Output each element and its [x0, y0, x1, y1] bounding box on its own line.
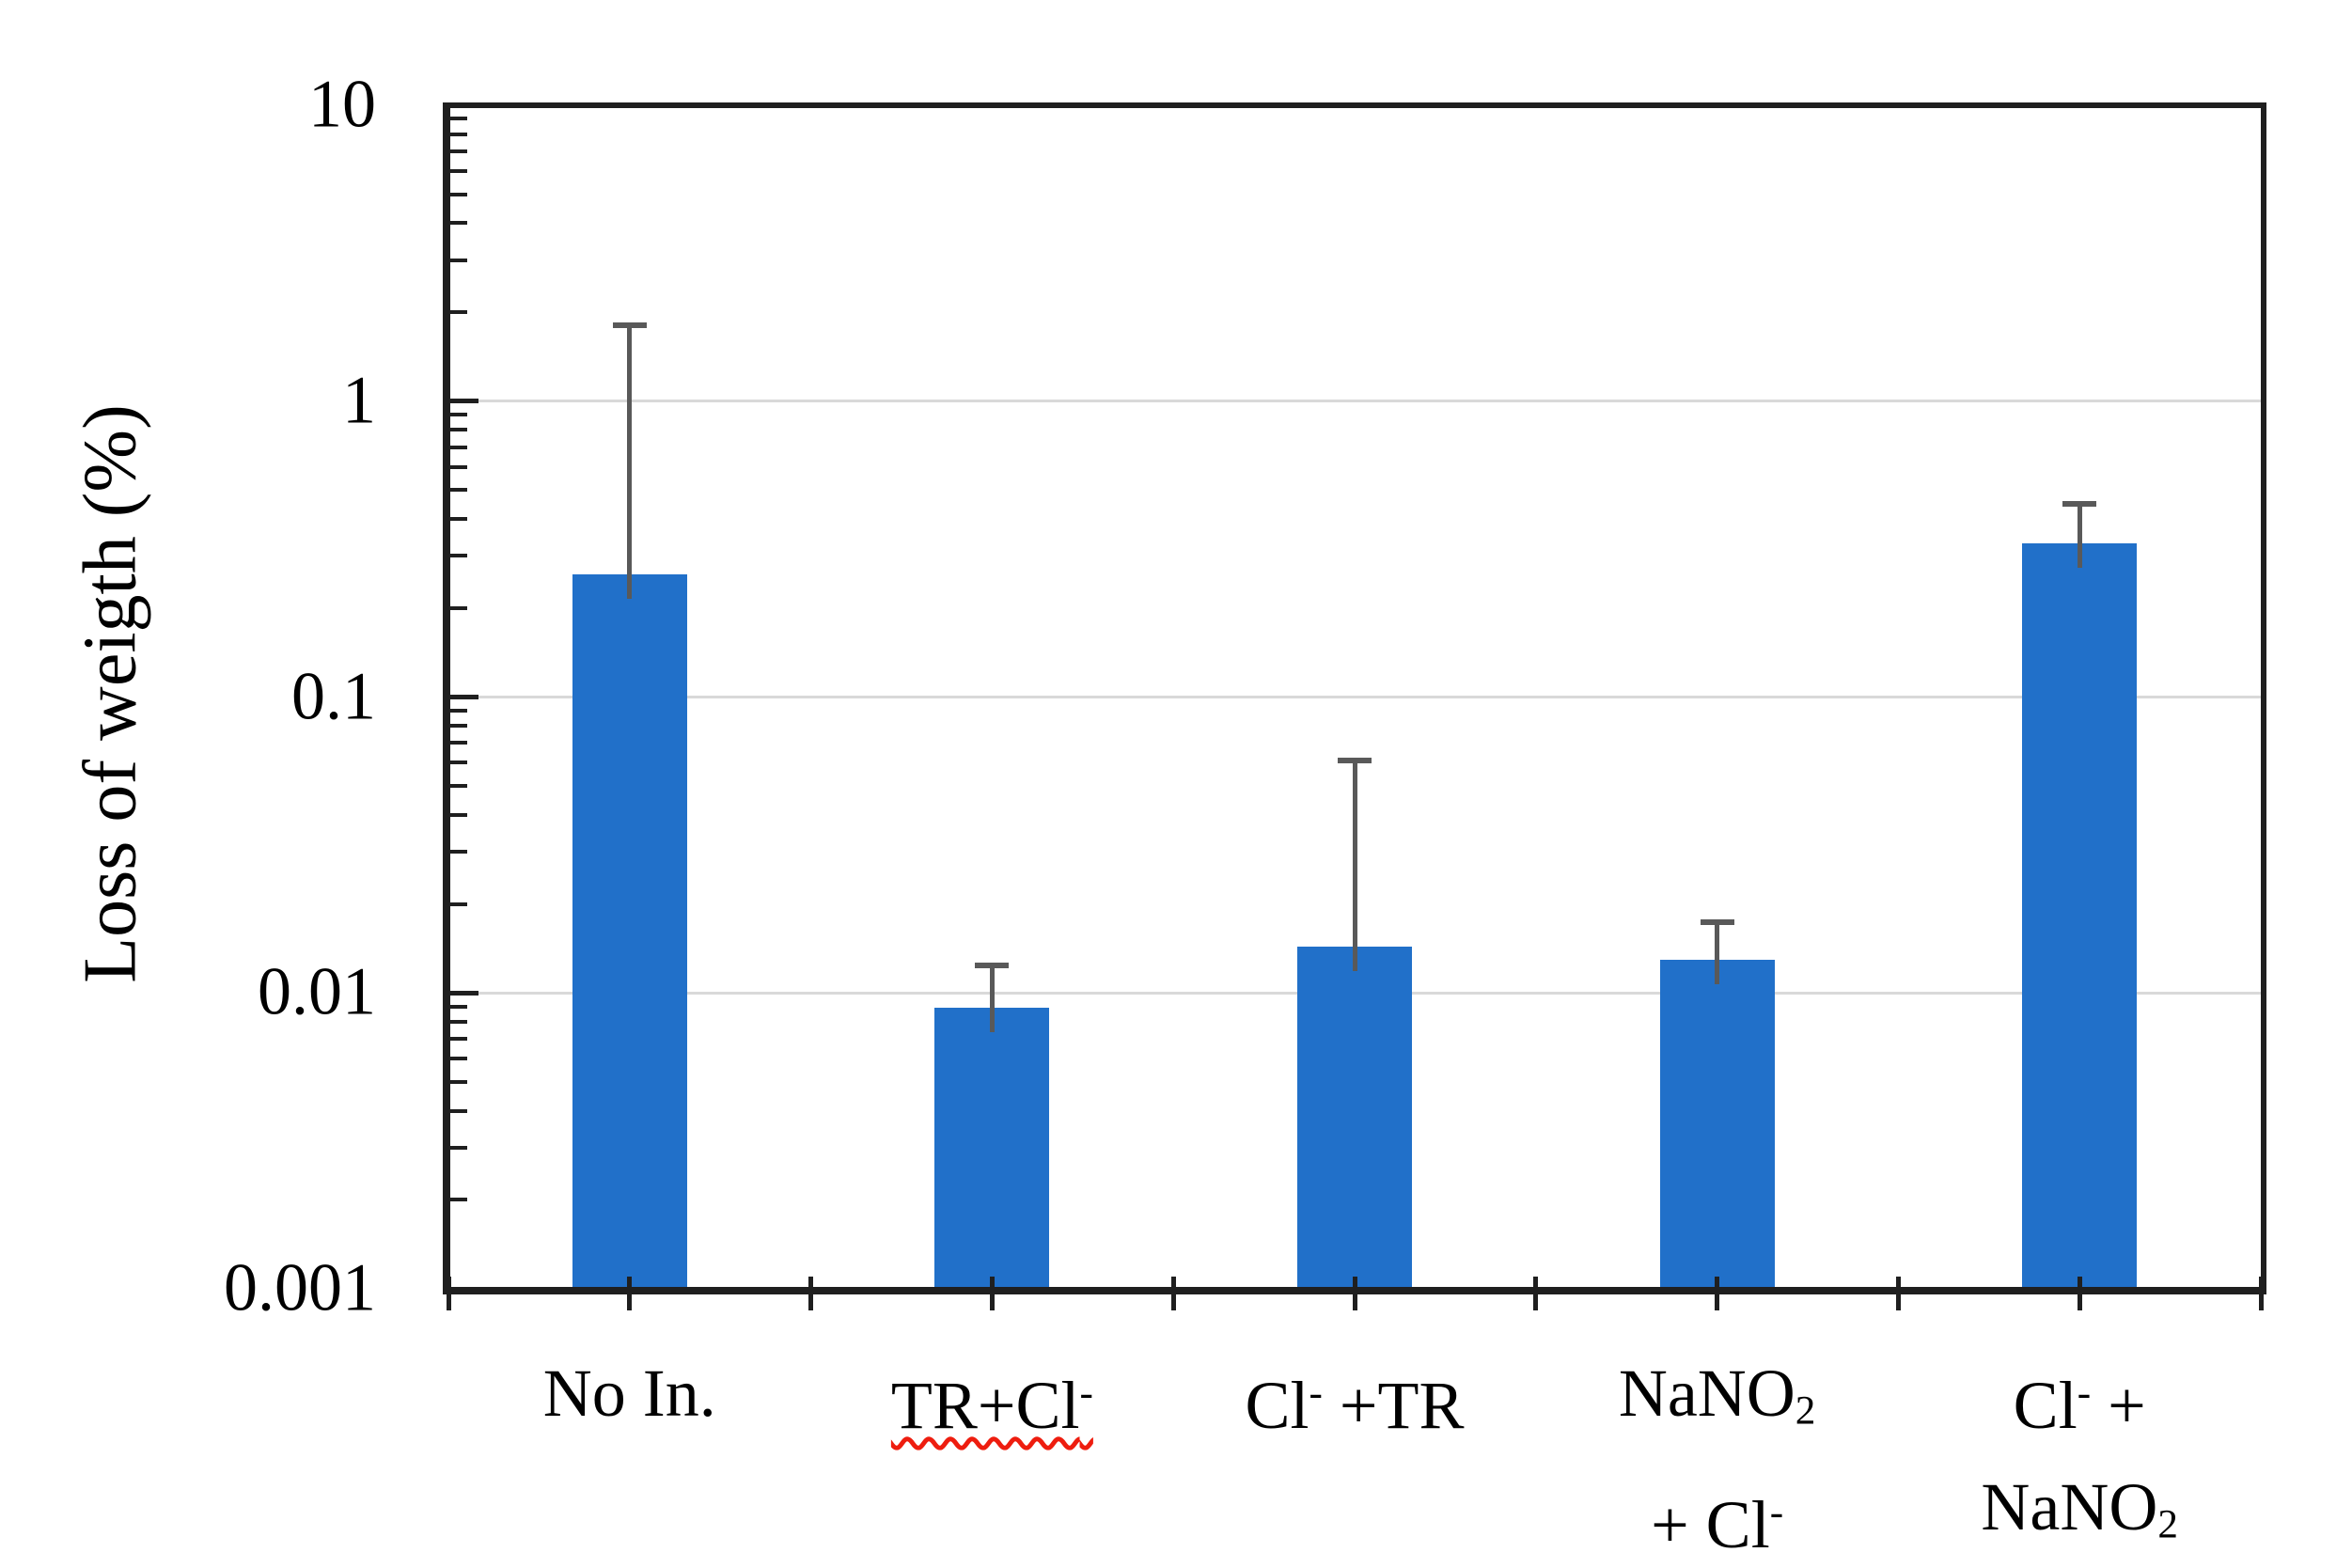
y-major-tick: [450, 695, 478, 699]
category-label: TR+Cl-: [891, 1342, 1093, 1456]
error-bar-line: [989, 964, 995, 1033]
y-tick-label-10: 10: [308, 66, 376, 142]
x-axis-tick: [1715, 1277, 1720, 1310]
y-minor-tick: [450, 464, 467, 469]
x-axis-tick: [2258, 1277, 2264, 1310]
y-minor-tick: [450, 812, 467, 817]
y-minor-tick: [450, 1198, 467, 1202]
error-bar-cap: [1338, 758, 1372, 764]
x-axis-tick: [446, 1277, 451, 1310]
x-axis-tick: [808, 1277, 814, 1310]
bar: [572, 573, 687, 1289]
y-minor-tick: [450, 192, 467, 196]
plot-border: [443, 102, 2266, 1294]
y-minor-tick: [450, 1004, 467, 1009]
y-major-tick: [450, 399, 478, 404]
category-label-line: Cl- +TR: [1245, 1367, 1465, 1443]
y-minor-tick: [450, 517, 467, 521]
y-minor-tick: [450, 741, 467, 745]
category-label: Cl- +TR: [1245, 1342, 1464, 1456]
y-tick-label-1: 1: [342, 362, 376, 438]
y-minor-tick: [450, 168, 467, 173]
y-tick-label-0-001: 0.001: [224, 1249, 376, 1325]
y-minor-tick: [450, 1057, 467, 1061]
category-label-line: TR+Cl-: [890, 1367, 1093, 1443]
y-minor-tick: [450, 1145, 467, 1150]
y-minor-tick: [450, 724, 467, 728]
y-minor-tick: [450, 850, 467, 855]
category-label: Cl- + NaNO2: [1981, 1342, 2178, 1568]
y-tick-label-0-01: 0.01: [258, 953, 376, 1029]
y-minor-tick: [450, 488, 467, 493]
y-minor-tick: [450, 1037, 467, 1041]
bar: [1659, 960, 1775, 1289]
y-minor-tick: [450, 605, 467, 610]
y-minor-tick: [450, 132, 467, 136]
gridline: [448, 400, 2261, 403]
y-minor-tick: [450, 1079, 467, 1084]
error-bar-line: [627, 325, 633, 599]
y-minor-tick: [450, 784, 467, 789]
error-bar-line: [1715, 922, 1720, 985]
y-minor-tick: [450, 902, 467, 906]
category-label-line: NaNO2: [1618, 1356, 1816, 1434]
x-axis-tick: [627, 1277, 633, 1310]
category-label-line: Cl- +: [2013, 1367, 2146, 1443]
y-minor-tick: [450, 708, 467, 713]
category-label: NaNO2 + Cl-: [1619, 1342, 1816, 1568]
x-axis-tick: [1533, 1277, 1539, 1310]
y-minor-tick: [450, 221, 467, 226]
y-minor-tick: [450, 258, 467, 262]
category-label-line: + Cl-: [1651, 1487, 1784, 1563]
x-axis-tick: [1352, 1277, 1357, 1310]
bar: [1297, 947, 1412, 1289]
error-bar-cap: [975, 962, 1010, 968]
y-major-tick: [450, 990, 478, 996]
category-label: No In.: [543, 1342, 716, 1444]
y-minor-tick: [450, 428, 467, 432]
x-axis-tick: [1895, 1277, 1901, 1310]
y-minor-tick: [450, 445, 467, 449]
category-label-line: No In.: [542, 1356, 716, 1431]
bar: [934, 1008, 1050, 1289]
error-bar-cap: [1700, 919, 1734, 926]
error-bar-cap: [2062, 500, 2097, 507]
bar: [2022, 543, 2138, 1289]
error-bar-cap: [612, 322, 647, 329]
y-minor-tick: [450, 760, 467, 765]
x-axis-tick: [2077, 1277, 2082, 1310]
error-bar-line: [2077, 503, 2082, 569]
gridline: [448, 696, 2261, 698]
y-minor-tick: [450, 310, 467, 314]
y-tick-label-0-1: 0.1: [291, 658, 376, 734]
category-label-line: NaNO2: [1981, 1468, 2178, 1547]
y-minor-tick: [450, 117, 467, 121]
y-minor-tick: [450, 413, 467, 417]
y-axis-title: Loss of weigth (%): [69, 404, 152, 983]
error-bar-line: [1352, 760, 1357, 972]
y-minor-tick: [450, 1108, 467, 1113]
y-minor-tick: [450, 149, 467, 153]
y-minor-tick: [450, 1019, 467, 1024]
x-axis-tick: [1170, 1277, 1176, 1310]
y-minor-tick: [450, 554, 467, 558]
x-axis-tick: [989, 1277, 995, 1310]
